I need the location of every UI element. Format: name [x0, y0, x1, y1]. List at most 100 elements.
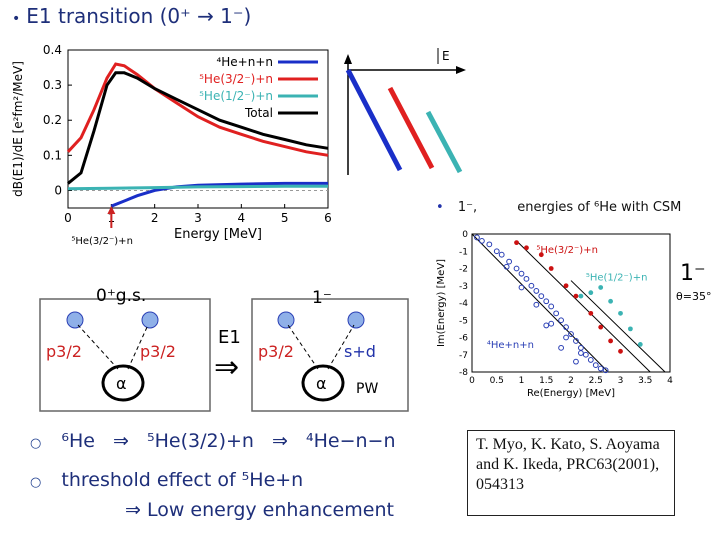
data-point-2-22 — [592, 362, 599, 369]
y-tick-label: -1 — [459, 247, 468, 257]
alpha-right-label: α — [316, 374, 327, 393]
data-point-0-9 — [618, 348, 623, 354]
slide-title: • E1 transition (0⁺ → 1⁻) — [12, 4, 251, 28]
he5-12-cut-line — [425, 110, 463, 174]
alpha-left-label: α — [116, 374, 127, 393]
plot-frame — [471, 233, 671, 373]
data-point-2-2 — [486, 241, 493, 248]
series-line-1 — [66, 62, 329, 157]
x-tick-label: 0.5 — [490, 376, 504, 386]
neutron-left-1 — [66, 311, 84, 329]
data-point-1-5 — [628, 326, 633, 332]
data-point-2-20 — [582, 351, 589, 358]
data-point-2-0 — [474, 234, 480, 241]
neutron-left-2 — [141, 311, 159, 329]
data-point-2-16 — [563, 324, 569, 331]
reference-box: T. Myo, K. Kato, S. Aoyama and K. Ikeda,… — [467, 430, 675, 516]
data-point-1-2 — [598, 285, 604, 290]
cut-line-0 — [471, 233, 609, 373]
x-tick-label: 2.5 — [589, 376, 603, 386]
legend-label-0: ⁴He+n+n — [216, 55, 273, 69]
data-point-2-31 — [543, 322, 550, 329]
data-point-2-5 — [506, 258, 513, 265]
data-point-2-18 — [573, 338, 579, 344]
threshold-arrow-head-icon — [107, 206, 116, 214]
csm-title-1minus: 1⁻, — [457, 200, 478, 215]
transition-diagram: 0⁺g.s. 1⁻ α p3/2 p3/2 E1 ⇒ α p3/2 s+d PW — [39, 286, 409, 412]
series-line-3 — [67, 71, 329, 185]
bottom-line-2: ○ threshold effect of ⁵He+n — [30, 469, 303, 491]
data-point-2-23 — [597, 365, 604, 372]
data-point-2-13 — [548, 303, 555, 310]
alpha-core-left — [101, 364, 145, 402]
y-tick-label: -6 — [459, 334, 468, 344]
he5-32-cut-line — [387, 86, 435, 170]
alpha-core-right — [301, 364, 345, 402]
dashed-line — [77, 324, 119, 370]
x-tick-label: 1.5 — [539, 376, 553, 386]
ground-state-label: 0⁺g.s. — [96, 286, 146, 306]
data-point-0-1 — [524, 245, 529, 251]
bullet-icon: ○ — [30, 475, 42, 490]
y-tick-label: -8 — [459, 368, 468, 378]
data-point-2-14 — [553, 310, 560, 317]
data-point-2-29 — [563, 334, 569, 341]
data-point-2-33 — [573, 358, 579, 365]
data-point-2-3 — [493, 248, 500, 255]
data-point-0-7 — [598, 324, 604, 330]
data-point-2-12 — [543, 298, 550, 305]
y-axis-label: dB(E1)/dE [e²fm²/MeV] — [11, 61, 25, 197]
he5-label: ⁵He(3/2)+n — [147, 430, 254, 452]
y-tick-label: -5 — [459, 316, 468, 326]
y-tick-label: 0.4 — [43, 43, 62, 57]
p32-right-state-label: p3/2 — [258, 342, 294, 361]
x-tick-label: 4 — [238, 211, 246, 225]
energy-axis-label: E — [442, 49, 450, 63]
he6-label: ⁶He — [61, 430, 95, 452]
data-point-2-9 — [528, 282, 535, 289]
y-tick-label: 0 — [54, 183, 62, 197]
he4nn-cut-line — [345, 68, 403, 172]
enhancement-text: ⇒ Low energy enhancement — [125, 499, 394, 521]
data-point-0-5 — [573, 293, 579, 299]
bottom-line-1: ○ ⁶He ⇒ ⁵He(3/2)+n ⇒ ⁴He−n−n — [30, 430, 396, 452]
arrow-right-icon — [456, 66, 466, 74]
data-point-0-6 — [588, 310, 594, 316]
excited-state-label: 1⁻ — [312, 288, 332, 308]
x-tick-label: 6 — [324, 211, 332, 225]
data-point-2-24 — [602, 367, 609, 374]
data-point-2-6 — [513, 265, 520, 272]
x-tick-label: 3.5 — [638, 376, 652, 386]
x-tick-label: 4 — [667, 376, 673, 386]
data-point-2-30 — [578, 350, 584, 356]
x-tick-label: 3 — [618, 376, 624, 386]
data-point-2-32 — [558, 344, 565, 351]
data-point-2-8 — [523, 275, 530, 282]
arrow-1: ⇒ — [113, 430, 129, 452]
y-tick-label: 0.1 — [43, 148, 62, 162]
y-tick-label: -7 — [459, 351, 468, 361]
big-1minus-label: 1⁻ — [680, 261, 706, 286]
e1-label: E1 — [218, 327, 241, 348]
data-point-0-3 — [548, 266, 554, 271]
title-text: E1 transition (0⁺ → 1⁻) — [26, 4, 252, 28]
x-axis-label: Energy [MeV] — [174, 227, 262, 242]
neutron-right-1 — [277, 311, 295, 329]
data-point-1-0 — [578, 293, 584, 299]
he4nn-label: ⁴He−n−n — [305, 430, 396, 452]
data-point-2-7 — [518, 270, 525, 277]
dashed-line — [127, 324, 149, 370]
p32-left-label: p3/2 — [46, 342, 82, 361]
sd-label: s+d — [344, 342, 376, 361]
data-point-1-6 — [637, 342, 643, 347]
data-point-2-11 — [538, 293, 545, 299]
x-tick-label: 0 — [64, 211, 72, 225]
label-he4nn: ⁴He+n+n — [487, 340, 534, 351]
data-point-2-25 — [503, 263, 510, 270]
series-line-2 — [67, 184, 328, 191]
legend-label-2: ⁵He(1/2⁻)+n — [199, 89, 273, 103]
data-point-1-1 — [588, 290, 594, 296]
pw-label: PW — [356, 381, 378, 397]
threshold-label: ⁵He(3/2⁻)+n — [71, 236, 133, 247]
